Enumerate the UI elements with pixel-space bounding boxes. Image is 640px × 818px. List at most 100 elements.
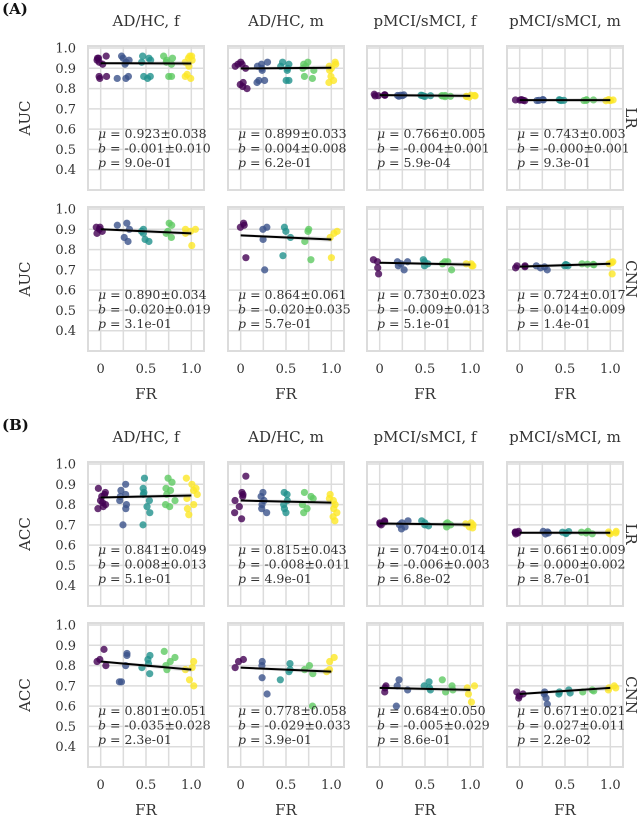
- row-label: LR: [622, 107, 640, 129]
- x-tick-label: 1.0: [321, 778, 342, 793]
- stat-symbol: μ =: [238, 126, 265, 141]
- regression-line: [240, 666, 332, 673]
- data-point: [166, 503, 174, 511]
- stat-mu: μ = 0.724±0.017: [517, 287, 626, 302]
- stat-value: 6.8e-02: [403, 571, 450, 586]
- stat-mu: μ = 0.841±0.049: [98, 542, 207, 557]
- x-tick-label: 1.0: [321, 362, 342, 377]
- stat-p: p = 9.0e-01: [98, 155, 172, 170]
- stat-value: 8.7e-01: [543, 571, 590, 586]
- data-point: [119, 521, 127, 529]
- stat-b: b = -0.001±0.010: [98, 141, 211, 156]
- data-point: [145, 496, 154, 505]
- stat-p: p = 1.4e-01: [517, 316, 591, 331]
- data-point: [113, 74, 121, 83]
- data-point: [100, 645, 108, 653]
- data-point: [326, 657, 334, 666]
- data-point: [258, 505, 266, 513]
- data-point: [93, 657, 101, 666]
- x-axis-label: FR: [414, 385, 436, 403]
- data-point: [166, 657, 174, 666]
- data-point: [418, 517, 426, 525]
- stat-symbol: b =: [238, 718, 264, 733]
- data-point: [467, 698, 476, 706]
- data-point: [253, 78, 261, 87]
- y-tick-label: 0.4: [55, 579, 76, 594]
- x-tick-label: 0.5: [555, 362, 576, 377]
- data-point: [242, 254, 250, 262]
- data-point: [124, 72, 133, 81]
- data-point: [183, 505, 192, 513]
- data-point: [185, 62, 193, 70]
- data-point: [307, 256, 315, 264]
- stat-symbol: μ =: [517, 126, 544, 141]
- data-point: [102, 661, 110, 670]
- stat-value: 0.778±0.058: [265, 703, 347, 718]
- y-tick-label: 0.6: [55, 284, 76, 299]
- data-point: [168, 221, 176, 229]
- regression-line: [100, 660, 192, 671]
- data-point: [146, 509, 154, 517]
- stat-symbol: p =: [98, 155, 124, 170]
- stat-symbol: p =: [377, 155, 403, 170]
- data-point: [147, 56, 155, 64]
- stat-value: 0.004±0.008: [264, 141, 346, 156]
- y-tick-label: 0.9: [55, 62, 76, 77]
- data-point: [102, 72, 111, 81]
- stat-symbol: b =: [238, 302, 264, 317]
- stat-mu: μ = 0.864±0.061: [238, 287, 347, 302]
- stat-symbol: μ =: [517, 703, 544, 718]
- data-point: [263, 509, 271, 517]
- data-point: [113, 221, 121, 229]
- stat-value: 0.000±0.002: [543, 557, 625, 572]
- data-point: [183, 70, 191, 78]
- data-point: [139, 521, 147, 529]
- stat-b: b = -0.005±0.029: [377, 718, 490, 733]
- data-point: [515, 694, 523, 702]
- stat-b: b = -0.020±0.035: [238, 302, 351, 317]
- stat-b: b = 0.004±0.008: [238, 141, 347, 156]
- data-point: [116, 496, 124, 505]
- stat-b: b = -0.006±0.003: [377, 557, 490, 572]
- stat-value: -0.008±0.011: [264, 557, 350, 572]
- stat-symbol: p =: [238, 571, 264, 586]
- data-point: [286, 659, 294, 668]
- stat-mu: μ = 0.684±0.050: [377, 703, 486, 718]
- stat-value: 3.1e-01: [124, 316, 171, 331]
- y-axis-label: AUC: [16, 262, 34, 298]
- x-tick-label: 0: [516, 362, 524, 377]
- stat-symbol: b =: [238, 557, 264, 572]
- regression-line: [100, 494, 192, 499]
- data-point: [425, 678, 433, 686]
- stat-value: 0.899±0.033: [265, 126, 347, 141]
- stat-symbol: b =: [238, 141, 264, 156]
- data-point: [467, 91, 475, 99]
- row-label: LR: [622, 523, 640, 545]
- section-label: (A): [2, 0, 28, 18]
- data-point: [300, 72, 309, 81]
- data-point: [400, 266, 408, 274]
- stat-value: 0.841±0.049: [125, 542, 207, 557]
- stat-symbol: b =: [377, 302, 403, 317]
- data-point: [117, 52, 126, 60]
- data-point: [243, 84, 251, 93]
- stat-value: -0.006±0.003: [403, 557, 489, 572]
- stat-value: 0.724±0.017: [544, 287, 626, 302]
- stat-value: 0.864±0.061: [265, 287, 347, 302]
- data-point: [102, 52, 110, 60]
- stat-value: -0.004±0.001: [403, 141, 489, 156]
- data-point: [258, 661, 266, 670]
- x-tick-label: 1.0: [460, 362, 481, 377]
- data-point: [193, 490, 201, 499]
- data-point: [261, 266, 269, 274]
- stat-symbol: μ =: [98, 126, 125, 141]
- stat-value: 2.3e-01: [124, 732, 171, 747]
- stat-value: 0.815±0.043: [265, 542, 347, 557]
- data-point: [470, 682, 479, 690]
- stat-b: b = 0.008±0.013: [98, 557, 207, 572]
